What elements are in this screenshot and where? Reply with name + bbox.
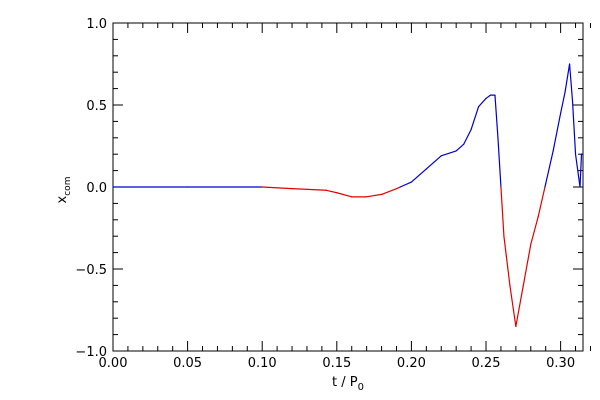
y-tick-label: 1.0 xyxy=(86,17,107,32)
series-segment xyxy=(560,91,566,114)
series-segment xyxy=(477,97,487,108)
series-segment xyxy=(497,137,502,188)
series-segment xyxy=(366,193,383,198)
y-axis-label-main: x xyxy=(55,195,70,203)
series-segment xyxy=(503,235,511,286)
series-segment xyxy=(395,186,401,190)
x-axis-label-subscript: 0 xyxy=(358,382,364,393)
series-segment xyxy=(261,186,293,190)
x-axis-ticks xyxy=(112,23,591,351)
x-tick-label: 0.25 xyxy=(472,356,501,371)
x-tick-label: 0.05 xyxy=(173,356,202,371)
x-tick-label: 0.20 xyxy=(397,356,426,371)
x-tick-label: 0.00 xyxy=(99,356,128,371)
series-segment xyxy=(500,186,505,237)
series-segment xyxy=(494,94,499,139)
y-tick-label: −1.0 xyxy=(75,345,107,360)
series-segment xyxy=(380,188,398,195)
x-axis-tick-labels: 0.00 0.05 0.10 0.15 0.20 0.25 0.30 xyxy=(99,356,576,371)
series-segment xyxy=(568,63,574,103)
series-segment xyxy=(522,243,532,286)
y-tick-label: 0.0 xyxy=(86,181,107,196)
x-tick-label: 0.10 xyxy=(248,356,277,371)
series-segment xyxy=(470,106,480,131)
series-segment xyxy=(463,129,472,145)
x-axis-label: t / P0 xyxy=(332,375,364,393)
x-axis-label-main: t / P xyxy=(332,375,358,390)
series-segment xyxy=(509,284,517,327)
series-segment xyxy=(425,155,442,170)
series-segment xyxy=(440,150,457,157)
series-segment xyxy=(455,143,465,152)
series-segment xyxy=(552,112,562,152)
y-axis-label-subscript: com xyxy=(63,177,73,196)
series-segment xyxy=(574,153,581,188)
series-segment xyxy=(571,101,577,155)
series-segment xyxy=(530,215,539,245)
y-tick-label: 0.5 xyxy=(86,99,107,114)
y-axis-tick-labels: −1.0 −0.5 0.0 0.5 1.0 xyxy=(75,17,107,360)
series-segment xyxy=(485,94,492,100)
series-segment xyxy=(336,192,353,198)
series-segment xyxy=(399,181,413,188)
x-tick-label: 0.15 xyxy=(322,356,351,371)
series-segment xyxy=(410,168,427,183)
series-segment xyxy=(564,63,571,93)
series-segment xyxy=(545,150,554,185)
series-layer xyxy=(112,63,584,327)
series-segment xyxy=(325,189,338,194)
series-segment xyxy=(515,284,524,327)
series-segment xyxy=(537,186,546,218)
y-tick-label: −0.5 xyxy=(75,263,107,278)
x-tick-label: 0.30 xyxy=(546,356,575,371)
series-segment xyxy=(291,188,327,191)
series-segment xyxy=(579,153,583,188)
y-axis-label: xcom xyxy=(55,177,73,204)
